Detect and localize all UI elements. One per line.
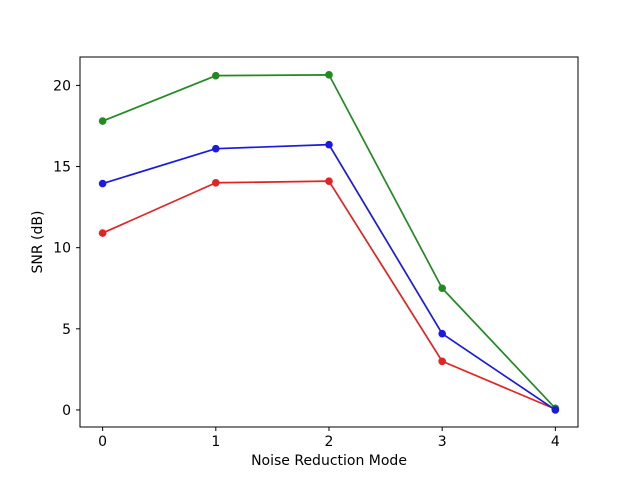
marker-blue-series xyxy=(325,140,333,149)
marker-green-series xyxy=(438,284,446,293)
marker-blue-series xyxy=(551,406,560,414)
axes-frame xyxy=(79,56,579,428)
marker-blue-series xyxy=(212,144,220,153)
marker-blue-series xyxy=(438,329,446,338)
marker-blue-series xyxy=(98,179,107,188)
marker-red-series xyxy=(212,178,220,187)
y-tick-label: 10 xyxy=(53,241,71,257)
marker-red-series xyxy=(438,357,446,366)
marker-green-series xyxy=(325,71,333,79)
y-axis-label: SNR (dB) xyxy=(30,210,46,274)
marker-green-series xyxy=(98,117,107,125)
y-tick-label: 20 xyxy=(53,78,71,94)
y-tick-label: 0 xyxy=(62,403,71,419)
marker-green-series xyxy=(212,71,220,80)
series-line-green-series xyxy=(102,74,556,409)
x-axis-label: Noise Reduction Mode xyxy=(251,453,407,469)
x-tick-label: 3 xyxy=(438,434,447,450)
x-tick-label: 2 xyxy=(325,434,334,450)
y-tick-label: 15 xyxy=(53,160,71,176)
marker-red-series xyxy=(325,177,333,185)
marker-red-series xyxy=(98,229,107,237)
series-line-red-series xyxy=(102,180,556,410)
y-tick-label: 5 xyxy=(62,322,71,338)
x-tick-label: 4 xyxy=(551,434,560,450)
x-tick-label: 1 xyxy=(211,434,220,450)
x-tick-label: 0 xyxy=(98,434,107,450)
